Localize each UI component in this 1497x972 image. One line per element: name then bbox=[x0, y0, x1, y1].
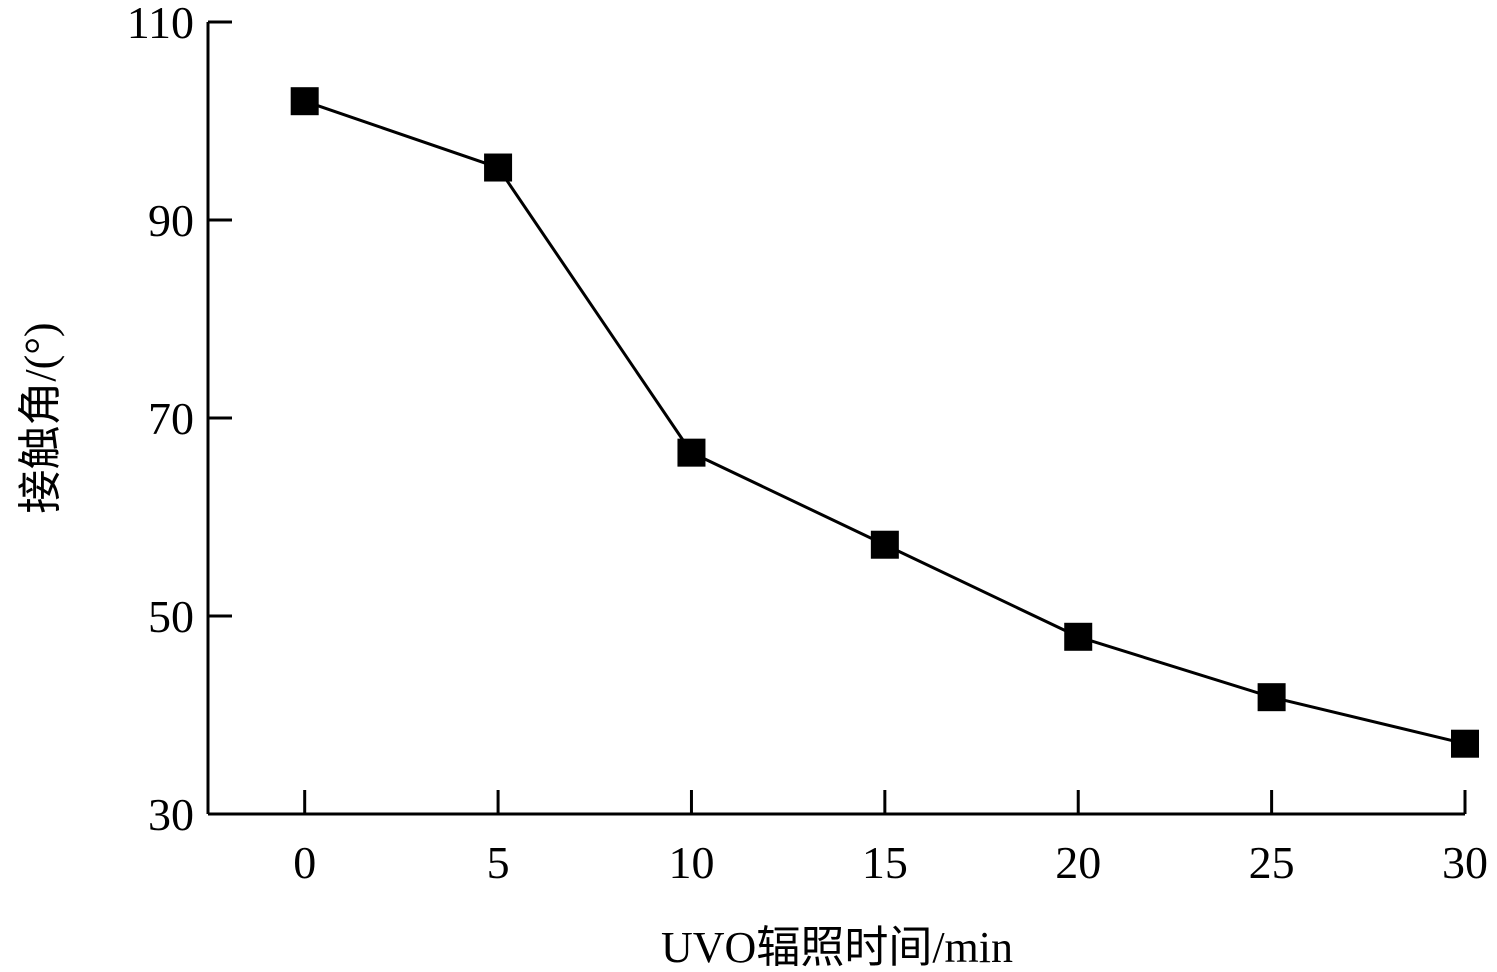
y-tick-label: 30 bbox=[148, 789, 194, 840]
x-tick-label: 15 bbox=[862, 837, 908, 888]
y-tick-label: 70 bbox=[148, 393, 194, 444]
y-tick-label: 90 bbox=[148, 195, 194, 246]
series bbox=[290, 87, 1479, 758]
series-line bbox=[304, 99, 1466, 746]
y-axis-label: 接触角/(°) bbox=[16, 322, 65, 513]
data-point-marker bbox=[290, 87, 319, 116]
x-tick-label: 25 bbox=[1249, 837, 1295, 888]
axis-labels: UVO辐照时间/min 接触角/(°) bbox=[16, 322, 1013, 972]
data-point-marker bbox=[1451, 729, 1479, 758]
x-tick-label: 10 bbox=[668, 837, 714, 888]
x-axis-label: UVO辐照时间/min bbox=[661, 923, 1013, 972]
x-tick-label: 20 bbox=[1055, 837, 1101, 888]
data-point-marker bbox=[484, 153, 513, 182]
ticks: 30 50 70 90 110 0 5 10 15 20 25 30 bbox=[127, 0, 1488, 888]
x-tick-label: 0 bbox=[293, 837, 316, 888]
data-point-marker bbox=[1257, 683, 1286, 712]
x-tick-label: 5 bbox=[487, 837, 510, 888]
data-point-marker bbox=[1064, 622, 1093, 651]
y-tick-label: 50 bbox=[148, 591, 194, 642]
x-tick-label: 30 bbox=[1442, 837, 1488, 888]
data-point-marker bbox=[677, 438, 706, 467]
y-tick-label: 110 bbox=[127, 0, 194, 48]
data-point-marker bbox=[870, 530, 899, 559]
